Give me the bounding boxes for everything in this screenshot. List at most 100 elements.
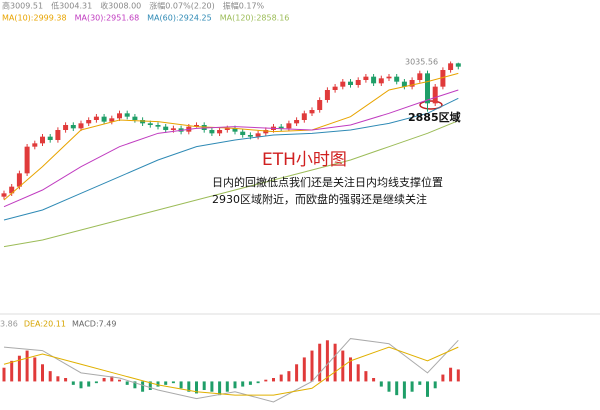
macd-label: 3.86: [0, 320, 18, 329]
macd-bar: [2, 367, 6, 382]
macd-bar: [349, 357, 352, 382]
candle-body: [232, 128, 238, 132]
macd-bar: [410, 381, 414, 392]
candle-body: [78, 123, 84, 129]
macd-bar: [87, 381, 91, 387]
candle-body: [386, 76, 392, 79]
candle-body: [63, 125, 69, 130]
candle-body: [378, 78, 384, 84]
dif-line: [3, 338, 459, 403]
ma-line: [3, 89, 459, 208]
candle-body: [155, 125, 161, 127]
macd-bar: [17, 355, 21, 382]
macd-bar: [48, 371, 52, 382]
candle-body: [425, 73, 430, 104]
macd-bar: [118, 379, 121, 382]
macd-bar: [449, 367, 453, 382]
macd-bar: [148, 381, 152, 390]
macd-label: MACD:7.49: [72, 320, 117, 329]
macd-bar: [171, 381, 175, 384]
legend-entry: MA(30):2951.68: [75, 14, 140, 23]
macd-bar: [110, 376, 114, 382]
macd-bar: [325, 340, 329, 382]
header-stat: 高3009.51: [2, 1, 43, 11]
macd-bar: [187, 381, 191, 392]
macd-bar: [156, 381, 160, 387]
candle-body: [1, 193, 7, 197]
annotation-title: ETH小时图: [262, 150, 347, 170]
candle-body: [209, 130, 215, 134]
macd-bar: [56, 376, 60, 382]
candle-body: [170, 128, 176, 130]
candle-body: [309, 110, 315, 114]
macd-bar: [256, 381, 260, 384]
macd-bar: [210, 381, 214, 392]
candle-body: [417, 73, 423, 80]
candle-body: [47, 136, 53, 140]
legend-entry: MA(10):2999.38: [2, 14, 67, 23]
macd-label: DEA:20.11: [24, 320, 66, 329]
candle-body: [455, 63, 461, 67]
macd-bar: [264, 379, 268, 382]
macd-bar: [233, 381, 237, 389]
macd-bar: [25, 350, 29, 382]
candle-body: [24, 146, 30, 174]
candle-body: [240, 131, 246, 135]
candle-body: [70, 125, 76, 129]
candle-body: [132, 116, 138, 120]
candle-body: [117, 113, 122, 119]
macd-bar: [141, 381, 145, 392]
macd-bar: [456, 369, 460, 382]
candle-body: [247, 135, 253, 137]
candle-body: [294, 120, 300, 124]
header-stat: 涨幅0.07%(2.20): [149, 1, 214, 11]
macd-bar: [102, 378, 106, 382]
macd-bar: [71, 381, 75, 385]
macd-bar: [248, 381, 252, 385]
macd-bar: [79, 381, 83, 389]
macd-bar: [395, 381, 399, 396]
dea-line: [3, 346, 459, 396]
candle-body: [440, 70, 446, 87]
candle-body: [9, 186, 15, 194]
annotation-line: 日内的回撤低点我们还是关注日内均线支撑位置: [212, 175, 443, 189]
candle-body: [124, 113, 130, 117]
macd-bar: [418, 381, 422, 385]
candle-body: [109, 118, 115, 122]
macd-bar: [272, 378, 275, 382]
candle-body: [101, 116, 107, 122]
candle-body: [317, 100, 323, 110]
legend-entry: MA(60):2924.25: [147, 14, 212, 23]
macd-bar: [125, 381, 129, 385]
ma-line: [3, 120, 459, 248]
candle-body: [355, 80, 361, 85]
macd-bar: [426, 381, 429, 397]
ma-line: [3, 72, 459, 201]
candle-body: [86, 120, 92, 124]
macd-bar: [10, 360, 14, 382]
macd-bar: [310, 350, 314, 382]
candle-body: [163, 126, 169, 130]
candle-body: [263, 130, 269, 134]
macd-bar: [433, 381, 437, 389]
candle-body: [93, 116, 99, 120]
macd-bar: [218, 381, 222, 396]
macd-bar: [164, 381, 168, 385]
macd-bar: [33, 357, 37, 382]
candle-body: [147, 123, 153, 125]
candle-body: [55, 130, 61, 140]
macd-bar: [195, 381, 198, 394]
candle-body: [401, 81, 407, 87]
macd-bar: [379, 381, 383, 387]
macd-bar: [41, 364, 44, 382]
macd-bar: [295, 364, 299, 382]
candle-body: [332, 86, 338, 90]
candle-body: [348, 81, 353, 85]
legend-entry: MA(120):2858.16: [220, 14, 290, 23]
candle-body: [224, 128, 230, 130]
candle-body: [255, 133, 261, 137]
candle-body: [286, 123, 292, 129]
candle-body: [301, 113, 307, 120]
macd-bar: [333, 343, 337, 382]
